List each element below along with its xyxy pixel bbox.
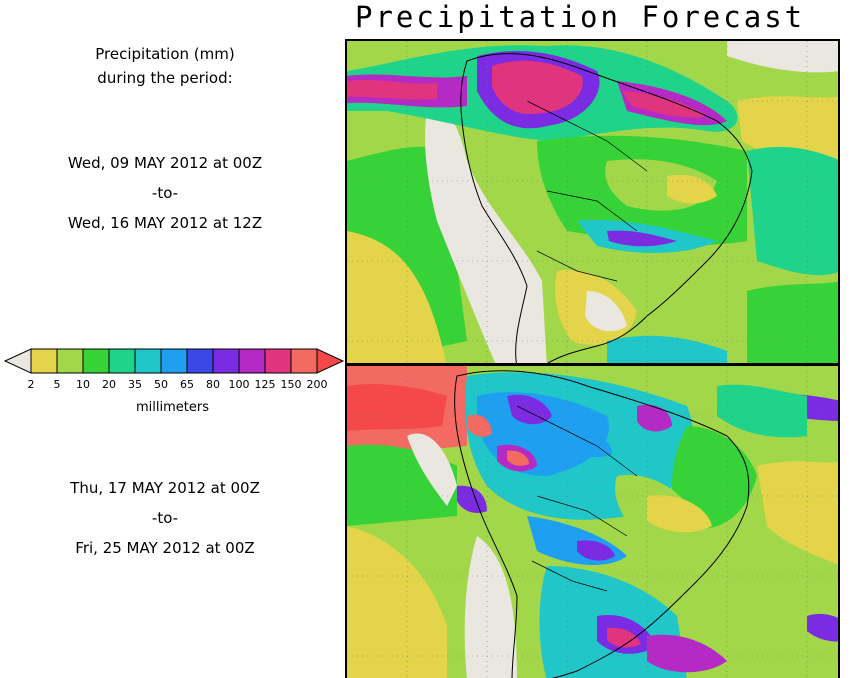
legend-swatch [134,348,162,374]
legend-under-arrow [3,348,32,374]
legend-swatch [56,348,84,374]
legend-tick-label: 65 [180,378,194,391]
precip-map-2 [347,366,838,678]
legend-tick-label: 50 [154,378,168,391]
map-panel-period-2 [345,364,840,678]
precip-map-1 [347,41,838,363]
period-1-start: Wed, 09 MAY 2012 at 00Z [67,154,263,172]
map-title: Precipitation Forecast [355,0,806,34]
legend-tick-label: 35 [128,378,142,391]
legend-tick-label: 200 [306,378,328,391]
legend-tick-label: 100 [228,378,250,391]
legend-swatch [212,348,240,374]
period-2-end: Fri, 25 MAY 2012 at 00Z [75,539,255,557]
heading-line-2: during the period: [97,69,233,87]
legend-tick-label: 5 [53,378,61,391]
legend-ticks: 2 5 10 20 35 50 65 80 100 125 150 200 [0,378,345,394]
period-2-start: Thu, 17 MAY 2012 at 00Z [70,479,260,497]
legend-swatch [82,348,110,374]
legend-tick-label: 80 [206,378,220,391]
legend-tick-label: 150 [280,378,302,391]
legend-tick-label: 2 [27,378,35,391]
legend-swatch [264,348,292,374]
period-2-text: Thu, 17 MAY 2012 at 00Z -to- Fri, 25 MAY… [0,473,330,563]
period-heading: Precipitation (mm) during the period: [0,42,330,90]
legend-swatch [30,348,58,374]
legend-over-arrow [316,348,345,374]
legend-swatch [290,348,318,374]
legend-swatch [160,348,188,374]
legend-swatch [186,348,214,374]
legend-tick-label: 10 [76,378,90,391]
period-1-end: Wed, 16 MAY 2012 at 12Z [67,214,263,232]
legend-tick-label: 20 [102,378,116,391]
legend-swatch [238,348,266,374]
legend-tick-label: 125 [254,378,276,391]
period-2-sep: -to- [151,509,179,527]
map-panel-period-1 [345,39,840,365]
period-1-text: Wed, 09 MAY 2012 at 00Z -to- Wed, 16 MAY… [0,148,330,238]
heading-line-1: Precipitation (mm) [95,45,235,63]
legend-label: millimeters [136,400,209,415]
period-1-sep: -to- [151,184,179,202]
legend-swatch [108,348,136,374]
color-legend [3,348,345,374]
